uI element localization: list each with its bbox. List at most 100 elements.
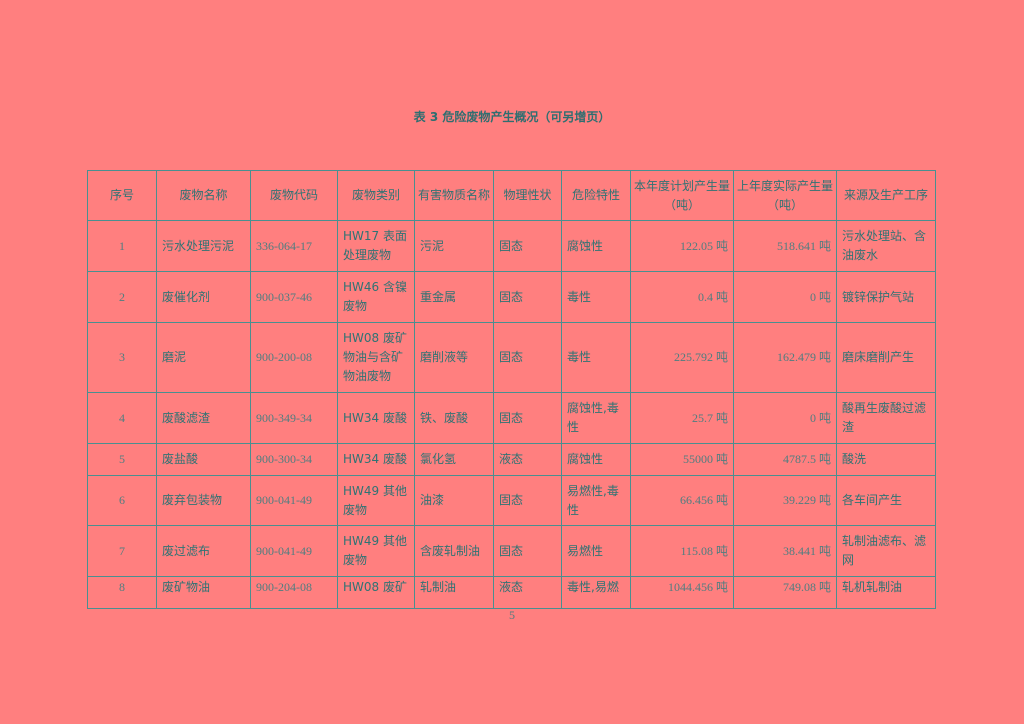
cell-actual: 4787.5 吨 — [733, 443, 837, 476]
cell-substance: 含废轧制油 — [414, 525, 494, 577]
cell-planned: 55000 吨 — [630, 443, 734, 476]
cell-state: 固态 — [493, 271, 562, 323]
cell-category: HW08 废矿物油与含矿物油废物 — [337, 322, 415, 393]
cell-actual: 518.641 吨 — [733, 220, 837, 272]
column-header: 废物名称 — [156, 170, 251, 221]
cell-name: 污水处理污泥 — [156, 220, 251, 272]
cell-code: 900-349-34 — [250, 392, 338, 444]
cell-actual: 38.441 吨 — [733, 525, 837, 577]
cell-source: 酸再生废酸过滤渣 — [836, 392, 936, 444]
cell-no: 1 — [87, 220, 157, 272]
header-row: 序号 废物名称 废物代码 废物类别 有害物质名称 物理性状 危险特性 本年度计划产生量（吨）上… — [87, 170, 936, 221]
cell-code: 900-041-49 — [250, 475, 338, 526]
table-row: 5 废盐酸 900-300-34 HW34 废酸 氯化氢 液态 腐蚀性 55000 吨 4787… — [87, 443, 936, 476]
cell-category: HW49 其他废物 — [337, 525, 415, 577]
cell-name: 废酸滤渣 — [156, 392, 251, 444]
cell-code: 900-300-34 — [250, 443, 338, 476]
cell-name: 废弃包装物 — [156, 475, 251, 526]
cell-state: 液态 — [493, 576, 562, 609]
cell-name: 废过滤布 — [156, 525, 251, 577]
cell-code: 900-041-49 — [250, 525, 338, 577]
cell-no: 2 — [87, 271, 157, 323]
column-header: 物理性状 — [493, 170, 562, 221]
cell-substance: 油漆 — [414, 475, 494, 526]
table-row: 6 废弃包装物 900-041-49 HW49 其他废物 油漆 固态 易燃性,毒性 66.45… — [87, 475, 936, 526]
cell-actual: 0 吨 — [733, 271, 837, 323]
cell-name: 磨泥 — [156, 322, 251, 393]
cell-hazard: 毒性,易燃 — [561, 576, 631, 609]
column-header: 废物类别 — [337, 170, 415, 221]
cell-state: 固态 — [493, 475, 562, 526]
column-header: 上年度实际产生量（吨） — [733, 170, 837, 221]
table-title: 表 3 危险废物产生概况（可另增页） — [413, 110, 611, 124]
cell-no: 7 — [87, 525, 157, 577]
cell-category: HW46 含镍废物 — [337, 271, 415, 323]
cell-hazard: 易燃性 — [561, 525, 631, 577]
cell-planned: 25.7 吨 — [630, 392, 734, 444]
column-header: 来源及生产工序 — [836, 170, 936, 221]
cell-hazard: 毒性 — [561, 271, 631, 323]
cell-category: HW34 废酸 — [337, 392, 415, 444]
cell-hazard: 易燃性,毒性 — [561, 475, 631, 526]
column-header: 危险特性 — [561, 170, 631, 221]
column-header: 序号 — [87, 170, 157, 221]
cell-planned: 225.792 吨 — [630, 322, 734, 393]
cell-code: 900-037-46 — [250, 271, 338, 323]
column-header: 有害物质名称 — [414, 170, 494, 221]
cell-actual: 0 吨 — [733, 392, 837, 444]
cell-category: HW49 其他废物 — [337, 475, 415, 526]
cell-no: 3 — [87, 322, 157, 393]
table-row: 3 磨泥 900-200-08 HW08 废矿物油与含矿物油废物 磨削液等 固态 毒性 225… — [87, 322, 936, 393]
cell-actual: 39.229 吨 — [733, 475, 837, 526]
column-header: 废物代码 — [250, 170, 338, 221]
cell-planned: 115.08 吨 — [630, 525, 734, 577]
cell-planned: 0.4 吨 — [630, 271, 734, 323]
cell-source: 磨床磨削产生 — [836, 322, 936, 393]
cell-code: 900-200-08 — [250, 322, 338, 393]
cell-hazard: 毒性 — [561, 322, 631, 393]
table-row: 4 废酸滤渣 900-349-34 HW34 废酸 铁、废酸 固态 腐蚀性,毒性 25.7 吨… — [87, 392, 936, 444]
cell-no: 8 — [87, 576, 157, 609]
cell-substance: 轧制油 — [414, 576, 494, 609]
cell-no: 5 — [87, 443, 157, 476]
hazardous-waste-table: 序号 废物名称 废物代码 废物类别 有害物质名称 物理性状 危险特性 本年度计划产生量（吨）上… — [87, 170, 936, 609]
cell-state: 固态 — [493, 525, 562, 577]
cell-hazard: 腐蚀性,毒性 — [561, 392, 631, 444]
cell-hazard: 腐蚀性 — [561, 443, 631, 476]
cell-source: 各车间产生 — [836, 475, 936, 526]
cell-code: 900-204-08 — [250, 576, 338, 609]
table-row: 8 废矿物油 900-204-08 HW08 废矿 轧制油 液态 毒性,易燃 1044.456… — [87, 576, 936, 609]
cell-state: 固态 — [493, 220, 562, 272]
cell-source: 轧机轧制油 — [836, 576, 936, 609]
cell-substance: 污泥 — [414, 220, 494, 272]
cell-source: 轧制油滤布、滤网 — [836, 525, 936, 577]
cell-substance: 铁、废酸 — [414, 392, 494, 444]
table-row: 1 污水处理污泥 336-064-17 HW17 表面处理废物 污泥 固态 腐蚀性 122.0… — [87, 220, 936, 272]
cell-actual: 749.08 吨 — [733, 576, 837, 609]
table-row: 7 废过滤布 900-041-49 HW49 其他废物 含废轧制油 固态 易燃性 115.08… — [87, 525, 936, 577]
cell-actual: 162.479 吨 — [733, 322, 837, 393]
cell-substance: 氯化氢 — [414, 443, 494, 476]
cell-planned: 1044.456 吨 — [630, 576, 734, 609]
cell-no: 6 — [87, 475, 157, 526]
cell-name: 废盐酸 — [156, 443, 251, 476]
cell-planned: 122.05 吨 — [630, 220, 734, 272]
cell-code: 336-064-17 — [250, 220, 338, 272]
cell-source: 镀锌保护气站 — [836, 271, 936, 323]
cell-source: 酸洗 — [836, 443, 936, 476]
cell-source: 污水处理站、含油废水 — [836, 220, 936, 272]
cell-category: HW08 废矿 — [337, 576, 415, 609]
cell-substance: 磨削液等 — [414, 322, 494, 393]
cell-state: 液态 — [493, 443, 562, 476]
cell-planned: 66.456 吨 — [630, 475, 734, 526]
cell-category: HW17 表面处理废物 — [337, 220, 415, 272]
cell-hazard: 腐蚀性 — [561, 220, 631, 272]
cell-name: 废矿物油 — [156, 576, 251, 609]
cell-category: HW34 废酸 — [337, 443, 415, 476]
cell-substance: 重金属 — [414, 271, 494, 323]
cell-name: 废催化剂 — [156, 271, 251, 323]
page-number: 5 — [509, 608, 515, 622]
column-header: 本年度计划产生量（吨） — [630, 170, 734, 221]
cell-no: 4 — [87, 392, 157, 444]
